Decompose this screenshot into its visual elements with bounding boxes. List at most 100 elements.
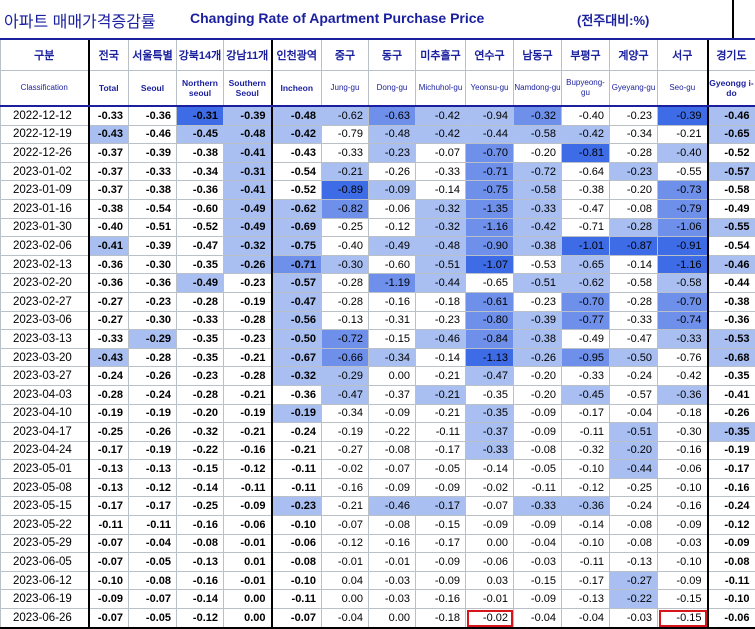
value-cell: -0.26 <box>514 348 562 367</box>
value-cell: -0.25 <box>89 423 129 442</box>
col-header-ko: 부평구 <box>562 39 610 71</box>
value-cell: -0.07 <box>466 497 514 516</box>
row-date: 2023-01-16 <box>1 199 89 218</box>
value-cell: -0.63 <box>369 106 416 125</box>
value-cell: -0.15 <box>514 571 562 590</box>
value-cell: -0.75 <box>272 237 322 256</box>
value-cell: -0.15 <box>177 460 224 479</box>
table-row: 2023-03-06-0.27-0.30-0.33-0.28-0.56-0.13… <box>1 311 755 330</box>
value-cell: -0.70 <box>658 292 708 311</box>
value-cell: -0.91 <box>658 237 708 256</box>
table-row: 2023-03-20-0.43-0.28-0.35-0.21-0.67-0.66… <box>1 348 755 367</box>
value-cell: -0.71 <box>272 255 322 274</box>
col-header-en: Namdong-gu <box>514 71 562 107</box>
col-header-en: Gyeongg i-do <box>708 71 755 107</box>
value-cell: -0.05 <box>514 460 562 479</box>
value-cell: -0.87 <box>610 237 658 256</box>
value-cell: -0.49 <box>224 218 272 237</box>
value-cell: -0.84 <box>466 330 514 349</box>
col-header-en: Seo-gu <box>658 71 708 107</box>
value-cell: -0.14 <box>177 478 224 497</box>
row-date: 2023-02-27 <box>1 292 89 311</box>
value-cell: -0.11 <box>89 516 129 535</box>
value-cell: -0.21 <box>416 385 466 404</box>
table-row: 2023-02-13-0.36-0.30-0.35-0.26-0.71-0.30… <box>1 255 755 274</box>
value-cell: -0.19 <box>224 404 272 423</box>
col-header-ko: 전국 <box>89 39 129 71</box>
value-cell: 0.04 <box>322 571 369 590</box>
value-cell: 0.00 <box>322 590 369 609</box>
value-cell: -0.30 <box>129 311 177 330</box>
value-cell: -0.40 <box>322 237 369 256</box>
value-cell: -0.14 <box>177 590 224 609</box>
value-cell: -0.23 <box>514 292 562 311</box>
unit-label: (전주대비:%) <box>577 10 649 29</box>
row-date: 2023-03-13 <box>1 330 89 349</box>
value-cell: -1.07 <box>466 255 514 274</box>
value-cell: -0.29 <box>322 367 369 386</box>
value-cell: -0.19 <box>272 404 322 423</box>
value-cell: -0.03 <box>514 553 562 572</box>
value-cell: -0.38 <box>89 199 129 218</box>
value-cell: 0.03 <box>466 571 514 590</box>
value-cell: -0.09 <box>514 423 562 442</box>
row-date: 2022-12-26 <box>1 144 89 163</box>
value-cell: -0.15 <box>369 330 416 349</box>
value-cell: -0.17 <box>89 497 129 516</box>
table-row: 2022-12-12-0.33-0.36-0.31-0.39-0.48-0.62… <box>1 106 755 125</box>
value-cell: -0.17 <box>562 571 610 590</box>
value-cell: -0.21 <box>658 125 708 144</box>
value-cell: -0.23 <box>177 367 224 386</box>
value-cell: -0.11 <box>708 571 755 590</box>
value-cell: -0.33 <box>416 162 466 181</box>
value-cell: -0.07 <box>89 609 129 628</box>
value-cell: -0.31 <box>369 311 416 330</box>
value-cell: -0.26 <box>129 423 177 442</box>
value-cell: -0.42 <box>514 218 562 237</box>
col-header-ko: 강남11개 <box>224 39 272 71</box>
value-cell: -0.32 <box>177 423 224 442</box>
value-cell: -1.06 <box>658 218 708 237</box>
value-cell: -0.17 <box>89 441 129 460</box>
value-cell: -0.18 <box>416 609 466 628</box>
col-header-en: Southern Seoul <box>224 71 272 107</box>
value-cell: -0.26 <box>369 162 416 181</box>
value-cell: -0.30 <box>658 423 708 442</box>
value-cell: -0.08 <box>129 571 177 590</box>
value-cell: -0.02 <box>466 609 514 628</box>
value-cell: -0.21 <box>224 348 272 367</box>
value-cell: -0.19 <box>224 292 272 311</box>
row-date: 2023-06-19 <box>1 590 89 609</box>
value-cell: -0.08 <box>514 441 562 460</box>
value-cell: -0.49 <box>708 199 755 218</box>
value-cell: -0.25 <box>322 218 369 237</box>
col-header-en: Bupyeong-gu <box>562 71 610 107</box>
value-cell: -0.25 <box>177 497 224 516</box>
value-cell: -0.01 <box>466 590 514 609</box>
value-cell: -0.04 <box>514 534 562 553</box>
value-cell: -0.28 <box>610 218 658 237</box>
value-cell: -0.17 <box>129 497 177 516</box>
value-cell: -0.48 <box>272 106 322 125</box>
value-cell: -0.27 <box>322 441 369 460</box>
value-cell: -0.36 <box>272 385 322 404</box>
value-cell: -0.29 <box>129 330 177 349</box>
value-cell: -0.41 <box>224 181 272 200</box>
row-date: 2023-01-09 <box>1 181 89 200</box>
value-cell: -0.36 <box>129 106 177 125</box>
value-cell: -0.44 <box>416 274 466 293</box>
value-cell: -0.38 <box>129 181 177 200</box>
value-cell: -0.69 <box>272 218 322 237</box>
value-cell: -0.09 <box>369 478 416 497</box>
row-date: 2023-04-24 <box>1 441 89 460</box>
value-cell: -0.35 <box>708 423 755 442</box>
table-row: 2023-05-22-0.11-0.11-0.16-0.06-0.10-0.07… <box>1 516 755 535</box>
value-cell: -0.02 <box>466 478 514 497</box>
value-cell: -0.16 <box>708 478 755 497</box>
table-row: 2023-02-27-0.27-0.23-0.28-0.19-0.47-0.28… <box>1 292 755 311</box>
value-cell: -0.03 <box>369 571 416 590</box>
value-cell: -0.43 <box>272 144 322 163</box>
value-cell: -0.04 <box>322 609 369 628</box>
value-cell: -0.24 <box>89 367 129 386</box>
